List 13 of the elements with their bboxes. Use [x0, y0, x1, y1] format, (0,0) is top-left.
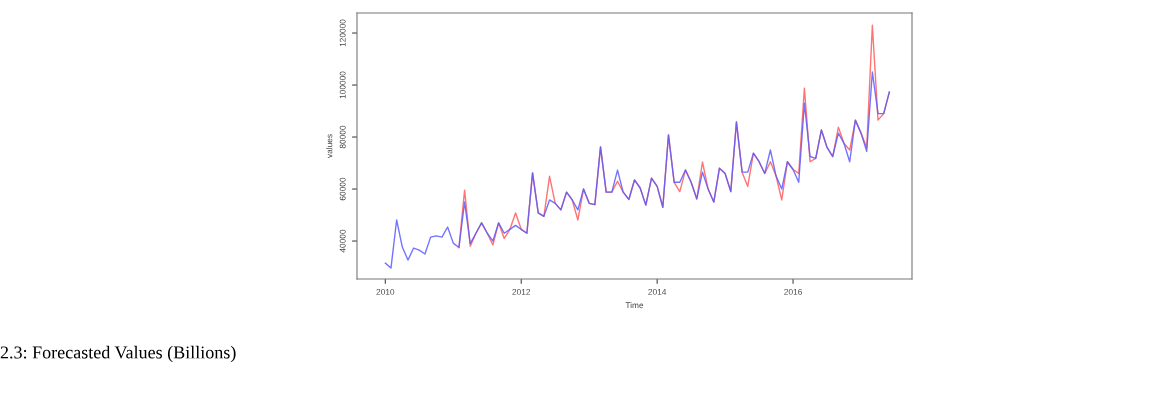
x-tick-label: 2016 [784, 288, 802, 295]
y-tick-label: 120000 [339, 19, 346, 47]
y-tick-label: 80000 [339, 125, 346, 149]
x-axis-title: Time [625, 302, 644, 309]
text: 2.3: Forecasted Values (Billions) [0, 345, 236, 363]
y-tick-label: 40000 [339, 229, 346, 253]
y-axis-title: values [326, 134, 333, 159]
line-series [384, 71, 891, 269]
y-tick-label: 100000 [339, 71, 346, 99]
y-tick-label: 60000 [339, 177, 346, 201]
x-tick-label: 2012 [512, 288, 531, 295]
x-tick-label: 2010 [376, 288, 395, 295]
x-tick-label: 2014 [648, 288, 667, 295]
